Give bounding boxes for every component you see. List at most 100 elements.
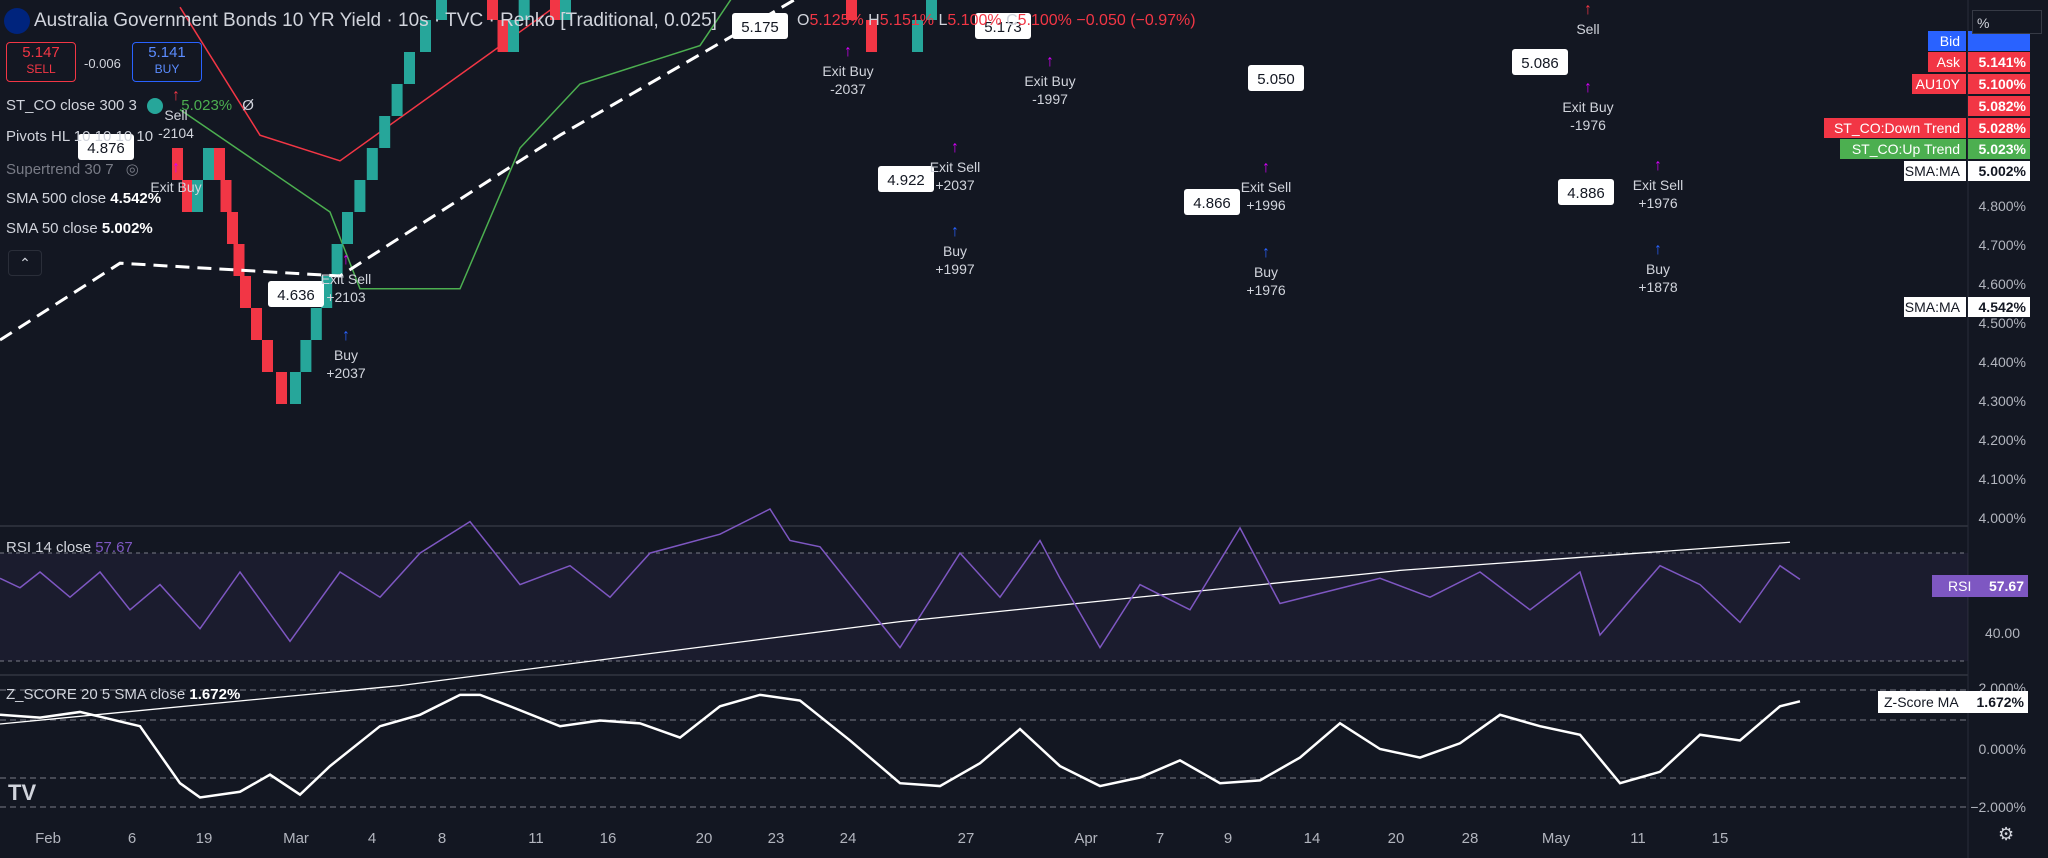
price-axis-tick: 4.600% <box>1979 276 2026 292</box>
price-axis-tick: 4.500% <box>1979 315 2026 331</box>
up-brick <box>379 116 391 148</box>
up-brick <box>342 212 353 244</box>
au-flag-icon <box>4 8 30 34</box>
st-down-trend-line <box>179 0 566 162</box>
price-tag-text: Bid <box>1940 33 1960 49</box>
indicator-rsi[interactable]: RSI 14 close 57.67 <box>6 539 133 556</box>
signal-label: Exit Sell <box>1241 179 1292 195</box>
signal-arrow-icon: ↑ <box>1584 1 1592 18</box>
indicator-st-co[interactable]: ST_CO close 300 3 5.023% Ø <box>6 97 254 115</box>
time-axis-tick: 8 <box>438 830 446 847</box>
time-axis-tick: May <box>1542 830 1571 847</box>
time-axis-tick: 4 <box>368 830 376 847</box>
tv-logo-icon: TV <box>8 780 37 805</box>
price-tag-label <box>1824 118 1966 138</box>
price-tag-text: AU10Y <box>1916 76 1961 92</box>
zscore-axis-tick: −2.000% <box>1970 799 2026 815</box>
sma500-line <box>0 541 1791 725</box>
renko-bricks <box>172 0 937 404</box>
pivot-label: 5.050 <box>1257 71 1295 88</box>
signal-value: +1997 <box>935 261 975 277</box>
signal-label: Exit Buy <box>822 63 873 79</box>
ohlc-readout: O5.125% H5.151% L5.100% C5.100% −0.050 (… <box>797 12 1196 29</box>
up-brick <box>391 84 403 116</box>
price-tag-value-box <box>1968 74 2030 94</box>
time-axis-tick: 28 <box>1462 830 1479 847</box>
indicator-sma50[interactable]: SMA 50 close 5.002% <box>6 220 153 237</box>
price-tag-label <box>1840 139 1966 159</box>
time-axis-tick: 6 <box>128 830 136 847</box>
time-axis-tick: Apr <box>1074 830 1097 847</box>
down-brick <box>240 276 251 308</box>
up-brick <box>420 20 431 52</box>
pivot-label-box <box>878 166 934 192</box>
collapse-chevron-icon[interactable]: ⌃ <box>8 250 42 276</box>
indicator-zscore[interactable]: Z_SCORE 20 5 SMA close 1.672% <box>6 686 241 703</box>
price-tag-value-box <box>1968 31 2030 51</box>
price-tag-value: 5.141% <box>1979 54 2027 70</box>
signal-arrow-icon: ↑ <box>1262 244 1270 261</box>
down-brick <box>846 0 857 20</box>
signal-label: Buy <box>1254 264 1278 280</box>
signal-value: -1976 <box>1570 117 1606 133</box>
signal-value: -1997 <box>1032 91 1068 107</box>
price-tag-value-box <box>1968 139 2030 159</box>
down-brick <box>497 20 509 52</box>
eye-icon[interactable] <box>147 98 164 115</box>
pivot-label-box <box>78 134 134 160</box>
sell-button[interactable]: 5.147 SELL <box>6 42 76 82</box>
price-tag-value-box <box>1968 161 2030 181</box>
pivot-label-box <box>975 13 1031 39</box>
signal-label: Exit Sell <box>930 159 981 175</box>
price-tag-text: SMA:MA <box>1905 299 1961 315</box>
down-brick <box>276 372 287 404</box>
up-brick <box>404 52 415 84</box>
signal-arrow-icon: ↑ <box>172 87 180 104</box>
down-brick <box>866 20 877 52</box>
buy-button[interactable]: 5.141 BUY <box>132 42 202 82</box>
down-brick <box>220 180 232 212</box>
indicator-supertrend[interactable]: Supertrend 30 7 ◎ <box>6 161 139 178</box>
time-axis-tick: 11 <box>528 830 544 847</box>
down-brick <box>550 0 561 20</box>
percent-scale-box[interactable]: % <box>1972 10 2042 34</box>
symbol-title: Australia Government Bonds 10 YR Yield ·… <box>34 10 717 31</box>
time-axis-tick: 9 <box>1224 830 1232 847</box>
pivot-label: 5.086 <box>1521 55 1559 72</box>
signal-label: Exit Sell <box>1633 177 1684 193</box>
pivot-label-box <box>1184 189 1240 215</box>
price-tag-text: ST_CO:Up Trend <box>1852 141 1960 157</box>
rsi-tag-value: 57.67 <box>1989 578 2024 594</box>
signal-arrow-icon: ↑ <box>1046 53 1054 70</box>
zscore-tag <box>1878 691 2028 713</box>
price-axis-tick: 4.700% <box>1979 237 2026 253</box>
signal-arrow-icon: ↑ <box>342 251 350 268</box>
rsi-axis-tick: 40.00 <box>1985 625 2020 641</box>
time-axis-tick: 7 <box>1156 830 1164 847</box>
signal-arrow-icon: ↑ <box>951 223 959 240</box>
pivot-label-box <box>1248 65 1304 91</box>
price-tag-value: 5.002% <box>1979 163 2027 179</box>
settings-gear-icon[interactable]: ⚙ <box>1998 824 2015 844</box>
signal-value: +1996 <box>1246 197 1286 213</box>
price-axis-tick: 4.300% <box>1979 393 2026 409</box>
pivot-label: 5.173 <box>984 19 1022 36</box>
down-brick <box>227 212 238 244</box>
price-tag-text: SMA:MA <box>1905 163 1961 179</box>
hidden-eye-icon[interactable]: ◎ <box>125 161 139 178</box>
rsi-tag-text: RSI <box>1948 578 1971 594</box>
signal-arrow-icon: ↑ <box>1654 241 1662 258</box>
pivot-label-box <box>1512 49 1568 75</box>
indicator-pivots[interactable]: Pivots HL 10 10 10 10 <box>6 128 154 145</box>
price-tag-text: ST_CO:Down Trend <box>1834 120 1960 136</box>
signal-arrow-icon: ↑ <box>951 139 959 156</box>
signal-arrow-icon: ↑ <box>1654 157 1662 174</box>
sma50-line <box>0 0 798 342</box>
time-axis-tick: Feb <box>35 830 61 847</box>
time-axis-tick: 24 <box>840 830 857 847</box>
indicator-sma500[interactable]: SMA 500 close 4.542% <box>6 190 162 207</box>
up-brick <box>436 0 447 20</box>
time-axis-tick: 16 <box>600 830 617 847</box>
st-up-trend-line <box>179 0 732 290</box>
